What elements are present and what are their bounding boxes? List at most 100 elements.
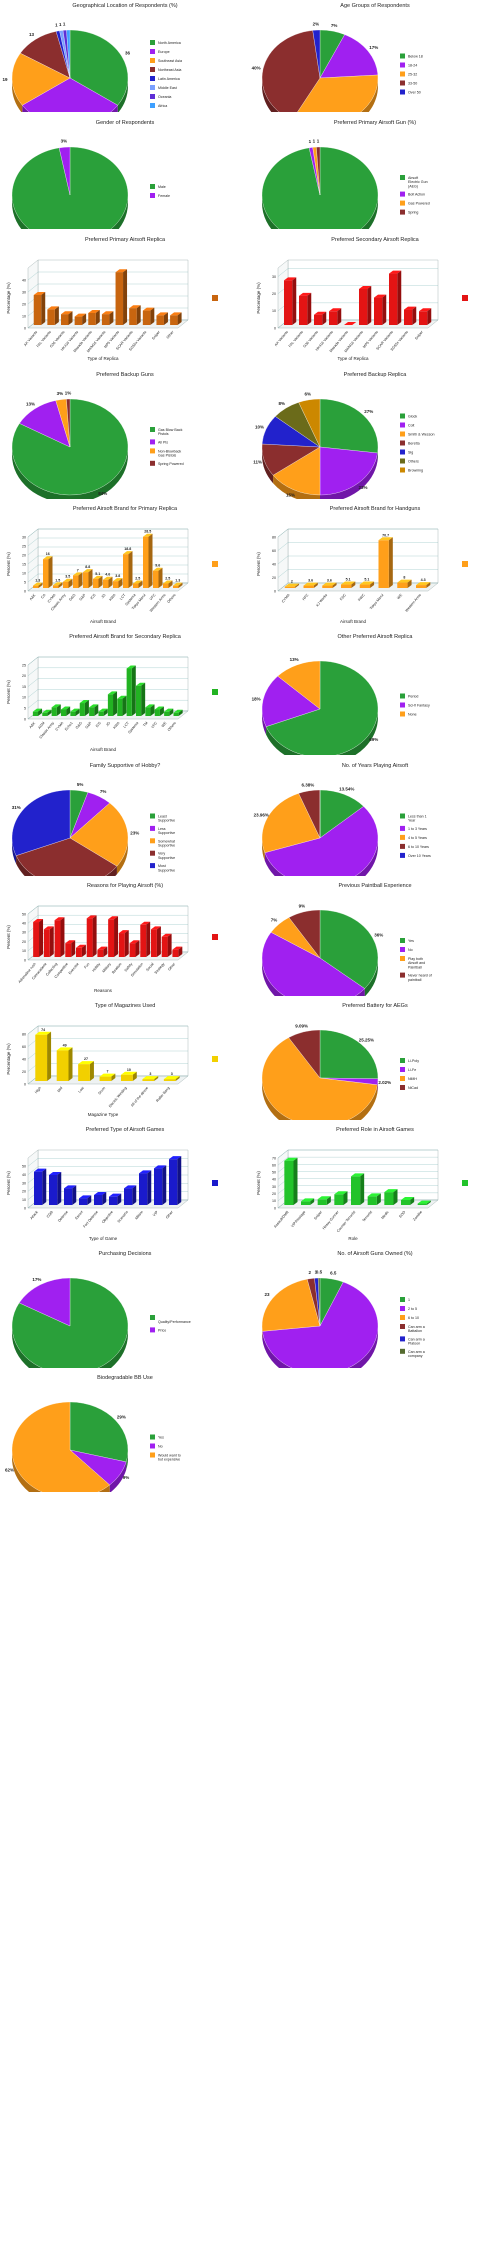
pie-slice-airsoft-electric-gun-aeg bbox=[261, 146, 379, 229]
pie-slice-somewhat-supportive bbox=[69, 802, 129, 867]
bar-electric-winding bbox=[121, 1071, 137, 1081]
pie-slice-quality-performance bbox=[11, 1277, 129, 1368]
x-axis-label: Airsoft Brand bbox=[340, 619, 367, 624]
legend-swatch bbox=[400, 813, 405, 819]
legend-swatch bbox=[150, 184, 155, 189]
pie-value-label: 84% bbox=[98, 491, 107, 496]
legend-swatch bbox=[400, 458, 405, 464]
y-tick-label: 20 bbox=[272, 576, 276, 580]
legend-swatch bbox=[400, 1297, 405, 1302]
bar-sniper bbox=[317, 1196, 331, 1205]
pie-depth bbox=[320, 453, 378, 499]
bar-all-of-the-above bbox=[142, 1076, 159, 1081]
legend-swatch bbox=[400, 956, 405, 961]
y-axis-label: Percent (%) bbox=[6, 925, 11, 949]
bar-ics bbox=[93, 575, 103, 588]
bar-value-label: 2.5 bbox=[135, 577, 140, 581]
legend-swatch bbox=[150, 1452, 155, 1458]
pie-value-label: 10% bbox=[255, 425, 264, 430]
pie-side bbox=[262, 838, 378, 876]
legend-swatch bbox=[400, 1058, 405, 1063]
pie-depth bbox=[262, 838, 265, 861]
legend-swatch bbox=[150, 863, 155, 869]
y-tick-label: 10 bbox=[22, 571, 26, 575]
y-tick-label: 40 bbox=[22, 922, 26, 926]
pie-slice-glock bbox=[319, 398, 379, 454]
pie-depth bbox=[360, 78, 378, 112]
x-tick-label: CYMA bbox=[47, 593, 57, 604]
y-tick-label: 20 bbox=[272, 292, 276, 296]
chart-preferred-primary-airsoft-gun: Preferred Primary Airsoft Gun (%)97111Ai… bbox=[250, 117, 500, 229]
legend-swatch bbox=[400, 972, 405, 978]
legend-swatch bbox=[150, 825, 155, 831]
bar-eod bbox=[401, 1197, 415, 1205]
x-axis-label: Type of Replica bbox=[87, 356, 119, 361]
bar-classic-army bbox=[51, 704, 61, 716]
legend-swatch bbox=[462, 561, 468, 567]
chart-title: Preferred Primary Airsoft Replica bbox=[85, 237, 166, 243]
x-tick-label: Defense bbox=[57, 1210, 69, 1223]
bar-tokyo-marui bbox=[143, 533, 153, 588]
pie-value-label: 1 bbox=[55, 23, 58, 28]
y-tick-label: 40 bbox=[272, 1178, 276, 1182]
bar-a-k bbox=[32, 708, 43, 716]
legend-label: 1 to 3 Years bbox=[408, 827, 427, 831]
legend-swatch bbox=[150, 1443, 155, 1449]
legend-swatch bbox=[212, 295, 218, 301]
legend: North America Europe Southeast Asia Northea… bbox=[150, 40, 182, 108]
bar-a-k bbox=[33, 582, 43, 588]
pie-depth bbox=[126, 1450, 128, 1470]
bar-roller-bang bbox=[163, 1076, 180, 1081]
y-tick-label: 50 bbox=[22, 912, 26, 916]
y-tick-label: 15 bbox=[22, 562, 26, 566]
bar-value-label: 1.5 bbox=[55, 578, 60, 582]
bar-social bbox=[151, 926, 161, 957]
legend-swatch bbox=[400, 834, 405, 840]
pie-slice-period bbox=[265, 660, 379, 755]
pie-value-label: 27% bbox=[364, 409, 373, 414]
x-axis-label: Airsoft Brand bbox=[90, 747, 117, 752]
pie-slice-male bbox=[11, 146, 129, 229]
bar-value-label: 3.5 bbox=[65, 575, 70, 579]
pie-slice-2-to-5 bbox=[262, 1281, 379, 1368]
y-tick-label: 0 bbox=[24, 589, 26, 593]
chart-title: Biodegradable BB Use bbox=[97, 1375, 153, 1381]
legend-label: Smith & Wesson bbox=[408, 433, 435, 437]
bar-heavy-gunner bbox=[334, 1191, 348, 1205]
bar-vfc bbox=[153, 567, 163, 588]
bar-other bbox=[172, 946, 183, 957]
legend-label: Spring bbox=[408, 211, 418, 215]
x-tick-label: Sniper bbox=[151, 329, 161, 340]
legend-swatch bbox=[212, 1180, 218, 1186]
bar-ak-variants bbox=[33, 292, 46, 325]
legend-label: Bolt Action bbox=[408, 193, 425, 197]
y-tick-label: 0 bbox=[274, 589, 276, 593]
x-tick-label: KWC bbox=[357, 593, 366, 602]
chart-title: Preferred Primary Airsoft Gun (%) bbox=[334, 120, 416, 126]
legend-label: Somewhat Supportive bbox=[158, 839, 175, 847]
bar-ca bbox=[43, 556, 53, 588]
legend-swatch bbox=[400, 1067, 405, 1072]
x-tick-label: KWA bbox=[112, 721, 121, 730]
x-tick-label: Fun bbox=[83, 962, 90, 969]
chart-no-of-years-playing-airsoft: No. of Years Playing Airsoft13.54%56.53%… bbox=[250, 760, 500, 876]
x-tick-label: Other bbox=[166, 329, 175, 339]
legend-label: Li-Fe bbox=[408, 1068, 416, 1072]
legend-label: Period bbox=[408, 695, 418, 699]
bar-fun bbox=[86, 915, 97, 957]
legend-swatch bbox=[150, 427, 155, 432]
bar-g-p bbox=[89, 704, 99, 716]
bar-m4-m16-variants bbox=[359, 286, 372, 325]
bar-value-label: 27 bbox=[84, 1057, 88, 1061]
legend-swatch bbox=[400, 200, 405, 206]
pie-value-label: 7% bbox=[100, 789, 107, 794]
chart-preferred-airsoft-brand-for-secondary-replica: Preferred Airsoft Brand for Secondary Re… bbox=[0, 631, 250, 755]
bar-adrenaline-rush bbox=[33, 919, 44, 957]
legend-swatch bbox=[462, 1180, 468, 1186]
x-tick-label: Scenario bbox=[117, 1210, 129, 1223]
y-tick-label: 0 bbox=[24, 1082, 26, 1086]
x-tick-label: G&P bbox=[85, 721, 93, 730]
y-axis-label: Percent (%) bbox=[6, 552, 11, 576]
y-tick-label: 80 bbox=[272, 535, 276, 539]
legend-swatch bbox=[212, 1056, 218, 1062]
